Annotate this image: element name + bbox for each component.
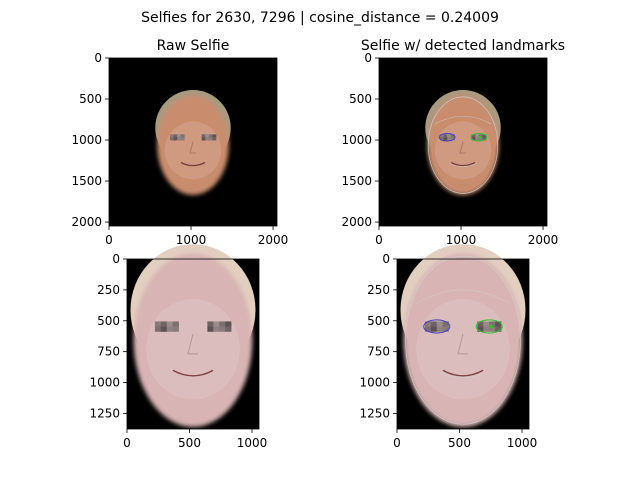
y-tick-label: 500 — [97, 314, 120, 328]
y-tick-label: 1500 — [71, 174, 102, 188]
panel-3: 0 500 1000 0 250 500 750 1000 1250 — [89, 244, 267, 450]
y-tick-label: 1000 — [341, 133, 372, 147]
y-tick-label: 1250 — [89, 406, 120, 420]
x-tick-label: 0 — [105, 233, 113, 247]
y-tick-label: 500 — [367, 314, 390, 328]
y-tick-label: 0 — [382, 252, 390, 266]
y-tick-label: 500 — [79, 92, 102, 106]
x-tick-label: 1000 — [237, 436, 268, 450]
y-tick-label: 0 — [94, 51, 102, 65]
x-tick-label: 1000 — [507, 436, 538, 450]
y-tick-label: 2000 — [341, 215, 372, 229]
y-tick-label: 250 — [97, 283, 120, 297]
y-tick-label: 750 — [367, 345, 390, 359]
right-iris-landmark — [478, 136, 481, 139]
y-tick-label: 2000 — [71, 215, 102, 229]
left-eye-pixelated — [425, 321, 449, 331]
x-tick-label: 2000 — [528, 233, 559, 247]
y-tick-label: 250 — [367, 283, 390, 297]
x-tick-label: 2000 — [258, 233, 289, 247]
face-highlight — [435, 121, 492, 179]
x-tick-label: 500 — [178, 436, 201, 450]
face-highlight — [416, 299, 510, 400]
y-tick-label: 500 — [349, 92, 372, 106]
x-tick-label: 0 — [393, 436, 401, 450]
y-tick-label: 750 — [97, 345, 120, 359]
right-eye-pixelated — [207, 321, 231, 331]
x-tick-label: 0 — [123, 436, 131, 450]
y-tick-label: 1000 — [359, 376, 390, 390]
figure-title: Selfies for 2630, 7296 | cosine_distance… — [141, 10, 499, 26]
left-eye-pixelated — [170, 134, 185, 140]
left-eye-pixelated — [155, 321, 179, 331]
y-tick-label: 1000 — [71, 133, 102, 147]
right-iris-landmark — [489, 324, 493, 328]
panel-title: Selfie w/ detected landmarks — [361, 38, 565, 54]
panel-title: Raw Selfie — [157, 38, 230, 54]
right-eye-pixelated — [202, 134, 217, 140]
x-tick-label: 0 — [375, 233, 383, 247]
y-tick-label: 1250 — [359, 406, 390, 420]
x-tick-label: 500 — [448, 436, 471, 450]
face-highlight — [146, 299, 240, 400]
face-highlight — [165, 121, 222, 179]
y-tick-label: 0 — [112, 252, 120, 266]
y-tick-label: 1500 — [341, 174, 372, 188]
y-tick-label: 1000 — [89, 376, 120, 390]
panel-4: 0 500 1000 0 250 500 750 1000 1250 — [359, 244, 537, 450]
y-tick-label: 0 — [364, 51, 372, 65]
